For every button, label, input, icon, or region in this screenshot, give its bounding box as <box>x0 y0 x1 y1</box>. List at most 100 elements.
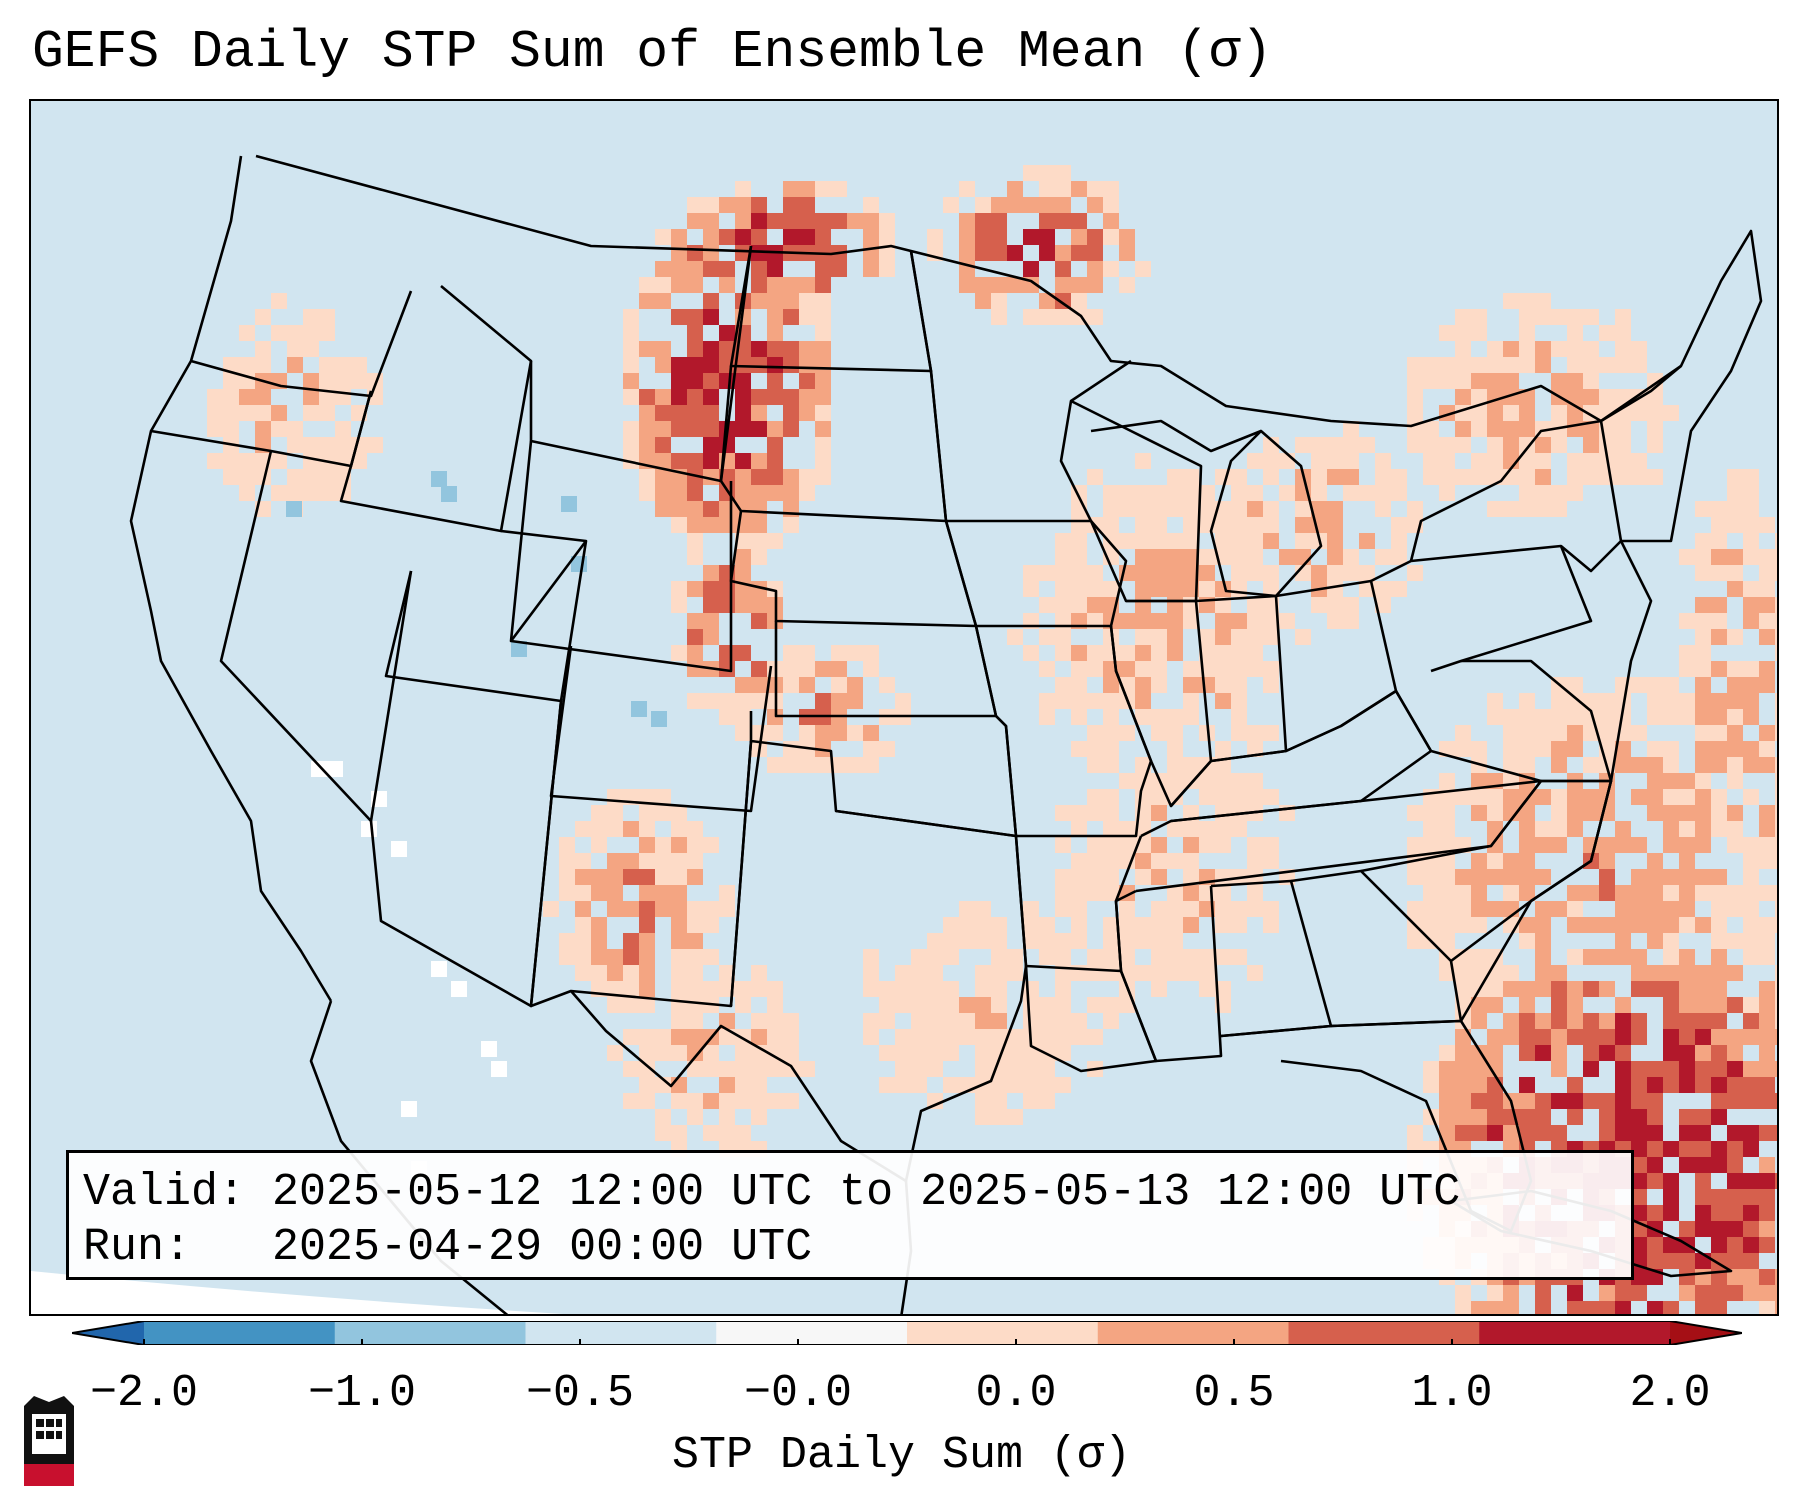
stp-cell <box>1567 453 1583 469</box>
stp-cell <box>1087 181 1103 197</box>
stp-cell <box>863 261 879 277</box>
stp-cell <box>1727 581 1743 597</box>
stp-cell <box>1679 1013 1695 1029</box>
stp-cell <box>1215 901 1231 917</box>
stp-cell <box>1167 485 1183 501</box>
stp-cell <box>831 693 847 709</box>
stp-cell <box>1583 1045 1599 1061</box>
stp-cell <box>1679 645 1695 661</box>
stp-cell <box>1711 1077 1727 1093</box>
stp-cell <box>1343 421 1359 437</box>
stp-cell <box>1023 309 1039 325</box>
stp-cell <box>1199 629 1215 645</box>
stp-cell <box>1663 949 1679 965</box>
stp-cell <box>1567 405 1583 421</box>
stp-cell <box>783 421 799 437</box>
stp-cell <box>799 277 815 293</box>
stp-cell <box>1663 1205 1679 1221</box>
stp-cell <box>1647 805 1663 821</box>
stp-cell <box>1567 997 1583 1013</box>
stp-cell <box>991 1013 1007 1029</box>
stp-cell <box>1615 1029 1631 1045</box>
stp-cell <box>1663 1029 1679 1045</box>
stp-cell <box>623 965 639 981</box>
stp-cell <box>767 725 783 741</box>
stp-cell <box>1023 981 1039 997</box>
stp-cell <box>1087 645 1103 661</box>
stp-cell <box>623 341 639 357</box>
stp-cell <box>671 581 687 597</box>
stp-cell <box>607 805 623 821</box>
stp-cell <box>1055 645 1071 661</box>
stp-cell <box>1135 565 1151 581</box>
stp-cell <box>655 389 671 405</box>
stp-cell <box>1055 997 1071 1013</box>
stp-cell <box>1375 501 1391 517</box>
stp-cell <box>799 213 815 229</box>
stp-cell <box>1695 1141 1711 1157</box>
stp-cell <box>655 869 671 885</box>
stp-cell <box>767 469 783 485</box>
stp-cell <box>1551 805 1567 821</box>
stp-cell <box>639 965 655 981</box>
stp-cell <box>1503 341 1519 357</box>
stp-cell <box>1023 229 1039 245</box>
stp-cell <box>559 869 575 885</box>
stp-cell <box>1135 869 1151 885</box>
stp-cell <box>1599 1109 1615 1125</box>
stp-cell <box>1551 373 1567 389</box>
stp-cell <box>1087 805 1103 821</box>
stp-cell <box>1167 789 1183 805</box>
stp-cell <box>655 405 671 421</box>
stp-cell <box>1119 837 1135 853</box>
stp-cell <box>1711 917 1727 933</box>
stp-cell <box>959 181 975 197</box>
stp-cell <box>1583 949 1599 965</box>
stp-cell <box>1695 1285 1711 1301</box>
stp-cell <box>751 693 767 709</box>
stp-cell <box>1071 677 1087 693</box>
stp-cell <box>799 357 815 373</box>
stp-cell <box>286 501 302 517</box>
stp-cell <box>1503 885 1519 901</box>
stp-cell <box>1231 517 1247 533</box>
stp-cell <box>991 981 1007 997</box>
stp-cell <box>1183 965 1199 981</box>
stp-cell <box>1775 709 1777 725</box>
stp-cell <box>1327 517 1343 533</box>
stp-cell <box>1439 357 1455 373</box>
stp-cell <box>1615 997 1631 1013</box>
newyork-border <box>1409 419 1623 573</box>
stp-cell <box>1119 773 1135 789</box>
stp-cell <box>943 1077 959 1093</box>
stp-cell <box>1711 1013 1727 1029</box>
stp-cell <box>639 1061 655 1077</box>
stp-cell <box>1487 341 1503 357</box>
stp-cell <box>1711 661 1727 677</box>
stp-cell <box>1647 1173 1663 1189</box>
stp-cell <box>1455 1285 1471 1301</box>
stp-cell <box>1167 821 1183 837</box>
stp-cell <box>1183 501 1199 517</box>
stp-cell <box>1775 917 1777 933</box>
stp-cell <box>1759 597 1775 613</box>
stp-cell <box>639 837 655 853</box>
kentucky-border <box>1170 689 1433 823</box>
stp-cell <box>1167 773 1183 789</box>
stp-cell <box>1567 373 1583 389</box>
stp-cell <box>1535 949 1551 965</box>
stp-cell <box>1711 1157 1727 1173</box>
stp-cell <box>655 341 671 357</box>
stp-cell <box>1263 437 1279 453</box>
stp-cell <box>639 485 655 501</box>
stp-cell <box>1183 901 1199 917</box>
stp-cell <box>1695 1013 1711 1029</box>
stp-cell <box>1391 549 1407 565</box>
stp-cell <box>1039 229 1055 245</box>
stp-cell <box>575 901 591 917</box>
stp-cell <box>575 869 591 885</box>
stp-cell <box>1055 805 1071 821</box>
stp-cell <box>703 501 719 517</box>
colorbar-segment <box>525 1321 717 1345</box>
stp-cell <box>671 645 687 661</box>
